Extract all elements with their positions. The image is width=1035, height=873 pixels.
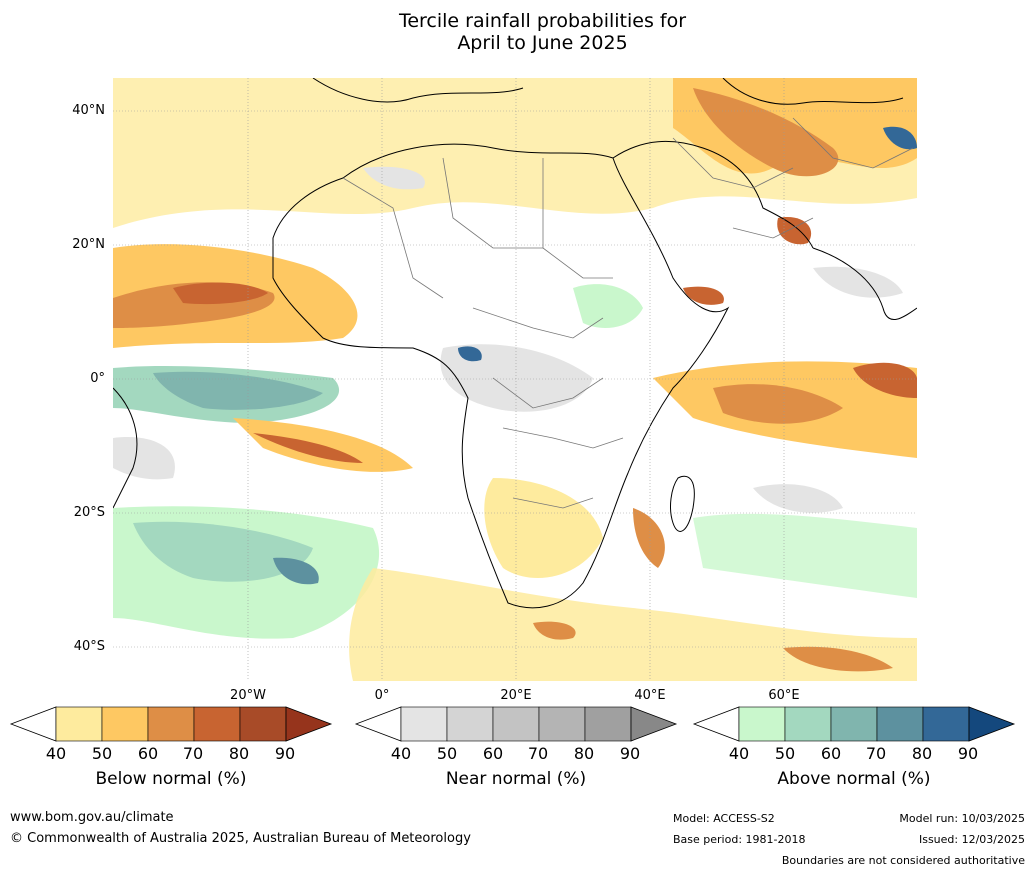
colorbar-swatch — [193, 706, 241, 742]
colorbar-max-extend — [630, 706, 678, 742]
model-text: Model: ACCESS-S2 — [673, 812, 775, 825]
map-title: Tercile rainfall probabilities for April… — [0, 10, 1035, 54]
colorbar-below-normal — [9, 706, 333, 742]
colorbar-swatch — [922, 706, 970, 742]
colorbar-below-tick: 70 — [182, 744, 204, 763]
colorbar-above-tick: 80 — [911, 744, 933, 763]
rainfall-probability-map — [113, 78, 917, 681]
base-period-text: Base period: 1981-2018 — [673, 833, 806, 846]
colorbar-below-normal-svg — [9, 706, 333, 742]
colorbar-swatch — [446, 706, 494, 742]
colorbar-swatch — [830, 706, 878, 742]
colorbar-below-tick: 60 — [137, 744, 159, 763]
lon-label-0: 0° — [374, 688, 390, 703]
colorbar-max-extend — [285, 706, 333, 742]
colorbar-below-normal-label: Below normal (%) — [95, 769, 247, 789]
colorbar-swatch — [784, 706, 832, 742]
country-borders — [342, 117, 914, 509]
website-link[interactable]: www.bom.gov.au/climate — [10, 810, 174, 825]
colorbar-swatch — [239, 706, 287, 742]
colorbar-swatch — [101, 706, 149, 742]
lat-label-40n: 40°N — [72, 103, 105, 118]
colorbar-above-normal-svg — [692, 706, 1016, 742]
colorbar-near-tick: 40 — [390, 744, 412, 763]
graticule — [113, 78, 917, 681]
colorbar-below-tick: 90 — [274, 744, 296, 763]
coastlines — [113, 78, 917, 609]
colorbar-swatch — [538, 706, 586, 742]
copyright-text: © Commonwealth of Australia 2025, Austra… — [10, 831, 471, 846]
colorbar-near-normal — [354, 706, 678, 742]
disclaimer-text: Boundaries are not considered authoritat… — [781, 854, 1025, 867]
colorbar-swatch — [147, 706, 195, 742]
issued-text: Issued: 12/03/2025 — [918, 833, 1025, 846]
lat-label-0: 0° — [90, 371, 105, 386]
colorbar-near-tick: 70 — [527, 744, 549, 763]
colorbar-above-tick: 90 — [957, 744, 979, 763]
lat-label-40s: 40°S — [73, 639, 105, 654]
colorbar-below-tick: 50 — [91, 744, 113, 763]
colorbar-near-tick: 50 — [436, 744, 458, 763]
lon-label-20e: 20°E — [500, 688, 532, 703]
colorbar-below-tick: 40 — [45, 744, 67, 763]
colorbar-near-tick: 60 — [482, 744, 504, 763]
colorbar-above-tick: 60 — [820, 744, 842, 763]
lon-label-20w: 20°W — [230, 688, 266, 703]
colorbar-max-extend — [968, 706, 1016, 742]
map-svg — [113, 78, 917, 681]
title-line-1: Tercile rainfall probabilities for — [398, 10, 687, 32]
colorbar-swatch — [55, 706, 103, 742]
colorbar-near-tick: 80 — [573, 744, 595, 763]
title-line-2: April to June 2025 — [457, 32, 628, 54]
colorbar-above-tick: 70 — [865, 744, 887, 763]
colorbar-above-normal-label: Above normal (%) — [777, 769, 931, 789]
lon-label-40e: 40°E — [634, 688, 666, 703]
lat-label-20s: 20°S — [73, 505, 105, 520]
colorbar-swatch — [738, 706, 786, 742]
colorbar-near-normal-label: Near normal (%) — [445, 769, 587, 789]
colorbar-swatch — [492, 706, 540, 742]
colorbar-swatch — [876, 706, 924, 742]
model-run-text: Model run: 10/03/2025 — [899, 812, 1025, 825]
colorbar-min-extend — [9, 706, 57, 742]
colorbar-above-tick: 50 — [774, 744, 796, 763]
lat-label-20n: 20°N — [72, 237, 105, 252]
colorbar-min-extend — [692, 706, 740, 742]
colorbar-below-tick: 80 — [228, 744, 250, 763]
lon-label-60e: 60°E — [768, 688, 800, 703]
colorbar-above-normal — [692, 706, 1016, 742]
colorbar-near-tick: 90 — [619, 744, 641, 763]
colorbar-swatch — [584, 706, 632, 742]
probability-fields — [113, 78, 917, 681]
colorbar-min-extend — [354, 706, 402, 742]
colorbar-near-normal-svg — [354, 706, 678, 742]
colorbar-above-tick: 40 — [728, 744, 750, 763]
colorbar-swatch — [400, 706, 448, 742]
